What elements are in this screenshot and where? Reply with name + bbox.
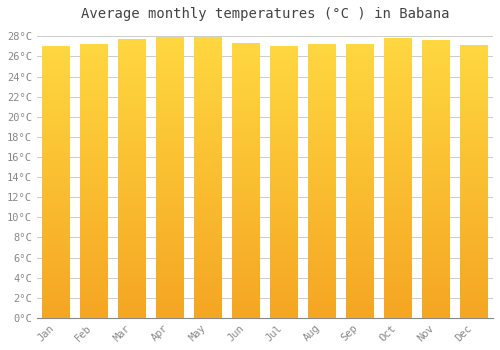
Title: Average monthly temperatures (°C ) in Babana: Average monthly temperatures (°C ) in Ba…: [80, 7, 449, 21]
